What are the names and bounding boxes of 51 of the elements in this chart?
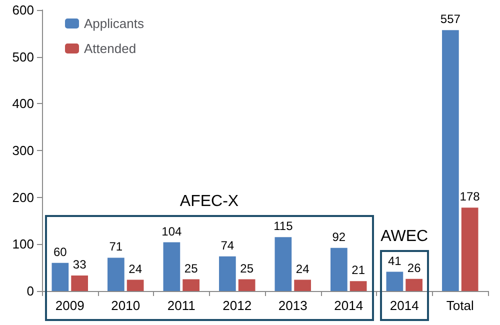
data-label: 26 xyxy=(407,260,422,275)
data-label: 92 xyxy=(332,230,346,244)
data-label: 41 xyxy=(388,254,402,268)
data-label: 33 xyxy=(72,258,87,272)
y-tick-label: 600 xyxy=(12,2,34,18)
x-tick-label: 2012 xyxy=(222,298,252,313)
bar xyxy=(461,208,478,291)
data-label: 25 xyxy=(240,261,254,276)
x-tick-label: Total xyxy=(446,298,474,313)
bar xyxy=(238,279,256,291)
data-label: 60 xyxy=(54,244,68,259)
bar xyxy=(406,278,422,291)
data-label: 178 xyxy=(460,190,480,204)
y-tick-label: 0 xyxy=(26,284,34,298)
y-tick-label: 300 xyxy=(12,143,34,158)
bar xyxy=(219,256,236,291)
y-tick-label: 500 xyxy=(12,49,34,64)
data-label: 25 xyxy=(184,261,198,276)
x-tick-label: 2009 xyxy=(55,298,84,313)
x-tick-label: 2014 xyxy=(334,298,364,313)
bar xyxy=(52,262,69,291)
data-label: 24 xyxy=(128,262,142,276)
x-tick-label: 2011 xyxy=(167,298,196,313)
data-label: 115 xyxy=(274,219,294,234)
x-tick-label: 2010 xyxy=(111,298,140,313)
bar xyxy=(71,276,88,291)
bar xyxy=(274,237,292,291)
legend-label: Attended xyxy=(84,41,136,56)
legend-label: Applicants xyxy=(84,16,144,31)
y-tick-label: 400 xyxy=(12,96,34,112)
annotation: AFEC-X xyxy=(180,193,239,212)
data-label: 104 xyxy=(162,224,182,238)
y-tick-label: 200 xyxy=(12,190,34,205)
bar xyxy=(330,248,348,291)
bar xyxy=(182,279,200,291)
data-label: 24 xyxy=(296,262,310,276)
bar xyxy=(442,30,459,291)
bar xyxy=(126,280,144,291)
data-label: 74 xyxy=(220,238,234,252)
bar xyxy=(163,242,180,291)
y-tick-label: 100 xyxy=(12,236,34,252)
data-label: 557 xyxy=(440,12,461,26)
bar xyxy=(294,280,311,291)
x-tick-label: 2014 xyxy=(390,298,419,313)
bar xyxy=(350,281,367,291)
bar xyxy=(108,258,124,291)
x-tick-label: 2013 xyxy=(278,298,308,313)
annotation: AWEC xyxy=(380,228,428,246)
bar xyxy=(386,272,404,291)
data-label: 71 xyxy=(109,240,123,254)
data-label: 21 xyxy=(352,263,366,278)
